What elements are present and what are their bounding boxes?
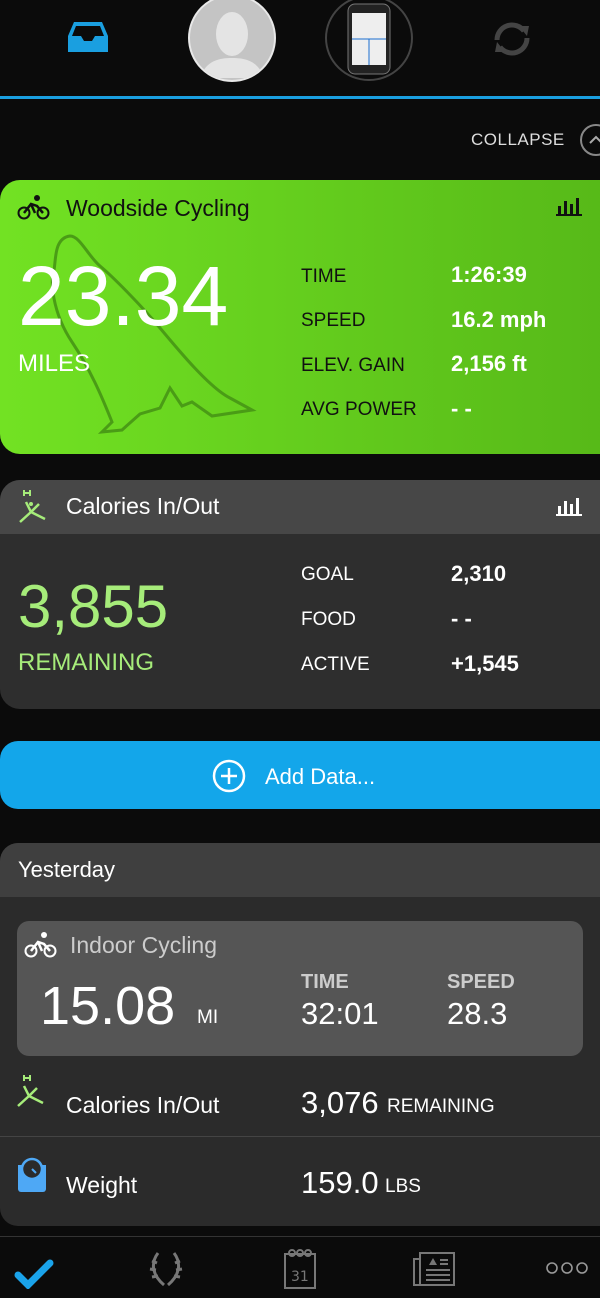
calories-row-unit: REMAINING xyxy=(387,1096,495,1117)
activity-card[interactable]: Woodside Cycling 23.34 MILES TIME 1:26:3… xyxy=(0,180,600,454)
stat-value: - - xyxy=(451,396,472,421)
device-icon xyxy=(347,3,391,75)
avatar-icon xyxy=(200,12,264,78)
more-icon[interactable] xyxy=(546,1261,588,1275)
stat-value: 16.2 mph xyxy=(451,307,547,332)
bottom-tab-bar: 31 xyxy=(0,1236,600,1298)
stat-label: ELEV. GAIN xyxy=(301,355,405,376)
calories-remaining: 3,855 xyxy=(18,573,169,640)
calories-header: Calories In/Out xyxy=(0,480,600,534)
checkmark-icon[interactable] xyxy=(14,1257,54,1289)
stat-label: ACTIVE xyxy=(301,654,370,675)
inbox-icon[interactable] xyxy=(66,20,110,54)
bar-chart-icon[interactable] xyxy=(556,196,582,216)
laurel-icon[interactable] xyxy=(146,1249,186,1289)
nav-underline xyxy=(0,96,600,99)
collapse-button[interactable]: COLLAPSE xyxy=(471,130,565,149)
add-data-label: Add Data... xyxy=(265,764,376,789)
bike-icon xyxy=(24,932,57,958)
speed-value: 28.3 xyxy=(447,996,508,1031)
svg-text:31: 31 xyxy=(291,1269,309,1285)
add-data-button[interactable]: Add Data... xyxy=(0,741,600,809)
indoor-distance: 15.08 xyxy=(40,976,176,1036)
stat-value: 2,310 xyxy=(451,561,507,586)
stat-label: FOOD xyxy=(301,609,356,630)
calendar-icon[interactable]: 31 xyxy=(283,1248,317,1290)
weight-value: 159.0 xyxy=(301,1165,379,1200)
bike-icon xyxy=(17,195,50,220)
stat-label: GOAL xyxy=(301,564,354,585)
indoor-unit: MI xyxy=(197,1007,219,1028)
calories-title: Calories In/Out xyxy=(66,493,220,519)
plus-circle-icon xyxy=(212,759,246,793)
stat-value: 2,156 ft xyxy=(451,351,527,376)
indoor-title: Indoor Cycling xyxy=(70,932,218,958)
weight-label: Weight xyxy=(66,1172,138,1198)
time-label: TIME xyxy=(301,971,349,993)
stat-value: - - xyxy=(451,606,472,631)
yesterday-title: Yesterday xyxy=(18,857,116,882)
activity-distance: 23.34 xyxy=(18,249,229,343)
route-map xyxy=(50,234,257,434)
stat-value: 1:26:39 xyxy=(451,262,527,287)
news-icon[interactable] xyxy=(412,1251,456,1287)
time-value: 32:01 xyxy=(301,996,379,1031)
myfitnesspal-icon xyxy=(19,490,46,523)
stat-label: AVG POWER xyxy=(301,399,417,420)
stat-label: TIME xyxy=(301,266,347,287)
weight-row[interactable]: Weight 159.0 LBS xyxy=(0,1137,600,1217)
remaining-label: REMAINING xyxy=(18,649,155,676)
yesterday-section: Yesterday Indoor Cycling 15.08 MI TIME 3… xyxy=(0,843,600,1226)
stat-label: SPEED xyxy=(301,310,366,331)
activity-title: Woodside Cycling xyxy=(66,195,250,221)
distance-unit: MILES xyxy=(18,350,91,377)
device-button[interactable] xyxy=(325,0,413,81)
speed-label: SPEED xyxy=(447,971,515,993)
weight-unit: LBS xyxy=(385,1176,421,1197)
myfitnesspal-icon xyxy=(17,1075,44,1107)
avatar[interactable] xyxy=(188,0,276,82)
indoor-cycling-card[interactable]: Indoor Cycling 15.08 MI TIME 32:01 SPEED… xyxy=(17,921,583,1056)
yesterday-header: Yesterday xyxy=(0,843,600,897)
bar-chart-icon[interactable] xyxy=(556,496,582,516)
calories-row-value: 3,076 xyxy=(301,1085,379,1120)
stat-value: +1,545 xyxy=(451,651,519,676)
scale-icon xyxy=(18,1157,46,1192)
top-nav xyxy=(0,0,600,97)
sync-icon[interactable] xyxy=(489,18,535,60)
chevron-up-icon[interactable] xyxy=(580,124,600,156)
calories-row[interactable]: Calories In/Out 3,076 REMAINING xyxy=(0,1073,600,1136)
calories-row-label: Calories In/Out xyxy=(66,1092,220,1118)
calories-card[interactable]: Calories In/Out 3,855 REMAINING GOAL 2,3… xyxy=(0,480,600,709)
divider xyxy=(0,1136,600,1137)
